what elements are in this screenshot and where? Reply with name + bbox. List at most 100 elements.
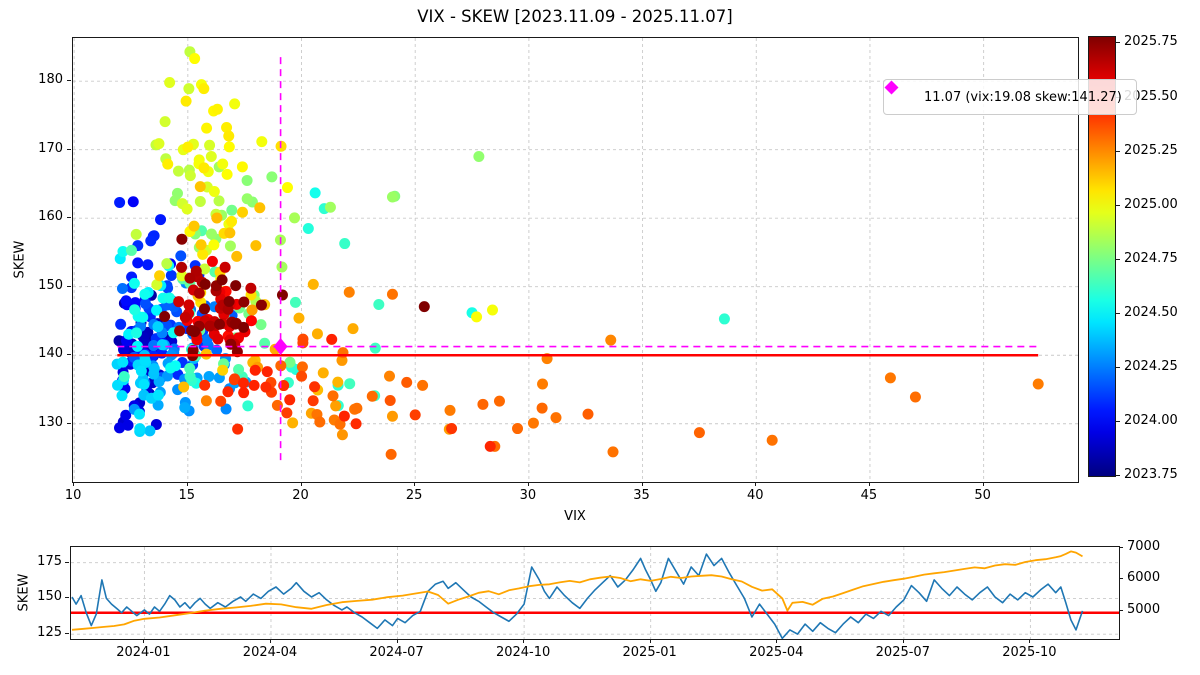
tick-mark — [67, 354, 71, 356]
scatter-point — [245, 282, 257, 294]
right-y-tick-label: 7000 — [1127, 538, 1161, 554]
tick-mark — [186, 482, 188, 486]
scatter-point — [184, 370, 196, 382]
x-tick-label: 45 — [860, 488, 878, 503]
tick-mark — [755, 482, 757, 486]
scatter-point — [386, 288, 398, 300]
top-x-axis-label: VIX — [564, 509, 586, 524]
x-tick-label: 35 — [633, 488, 650, 503]
tick-mark — [65, 597, 69, 599]
scatter-point — [226, 204, 238, 216]
colorbar-tick-label: 2024.00 — [1124, 412, 1178, 428]
scatter-point — [477, 398, 489, 410]
scatter-point — [199, 263, 211, 275]
scatter-point — [260, 381, 272, 393]
diamond-marker-icon — [884, 80, 899, 95]
scatter-point — [296, 370, 308, 382]
scatter-point — [336, 429, 348, 441]
tick-mark — [67, 80, 71, 82]
skew-line — [71, 553, 1084, 639]
tick-mark — [1119, 546, 1123, 548]
colorbar-tick-label: 2024.25 — [1124, 358, 1178, 374]
scatter-point — [114, 196, 126, 208]
tick-mark — [67, 148, 71, 150]
colorbar-tick-label: 2024.50 — [1124, 304, 1178, 320]
scatter-point — [208, 239, 220, 251]
tick-mark — [67, 217, 71, 219]
scatter-point — [198, 83, 210, 95]
scatter-point — [116, 390, 128, 402]
date-tick-label: 2025-04 — [749, 645, 804, 660]
scatter-point — [473, 151, 485, 163]
scatter-point — [229, 98, 241, 110]
scatter-point — [302, 222, 314, 234]
scatter-point — [446, 423, 458, 435]
date-tick-label: 2025-10 — [1002, 645, 1057, 660]
tick-mark — [269, 639, 271, 643]
scatter-point — [238, 321, 250, 333]
scatter-point — [351, 402, 363, 414]
scatter-point — [314, 416, 326, 428]
scatter-point — [238, 296, 250, 308]
tick-mark — [67, 285, 71, 287]
timeseries-plot-area: SKEW(141.3) SPX(6728.8) — [70, 546, 1120, 640]
scatter-point — [153, 376, 165, 388]
scatter-point — [607, 446, 619, 458]
tick-mark — [868, 482, 870, 486]
scatter-point — [203, 371, 215, 383]
scatter-point — [117, 356, 129, 368]
scatter-point — [385, 448, 397, 460]
scatter-point — [142, 259, 154, 271]
colorbar-tick-label: 2025.50 — [1124, 88, 1178, 104]
scatter-point — [255, 319, 267, 331]
tick-mark — [1029, 639, 1031, 643]
scatter-point — [174, 325, 186, 337]
y-tick-label: 140 — [38, 346, 63, 362]
scatter-point — [766, 434, 778, 446]
scatter-point — [249, 364, 261, 376]
scatter-point — [164, 292, 176, 304]
scatter-point — [139, 298, 151, 310]
scatter-point — [135, 365, 147, 377]
scatter-point — [281, 407, 293, 419]
scatter-point — [536, 402, 548, 414]
colorbar-tick-label: 2025.75 — [1124, 34, 1178, 50]
scatter-point — [144, 425, 156, 437]
scatter-point — [148, 363, 160, 375]
scatter-point — [237, 377, 249, 389]
scatter-point — [236, 161, 248, 173]
chart-title: VIX - SKEW [2023.11.09 - 2025.11.07] — [417, 7, 733, 26]
scatter-point — [172, 165, 184, 177]
scatter-point — [213, 195, 225, 207]
scatter-point — [211, 103, 223, 115]
scatter-point — [212, 333, 224, 345]
tick-mark — [1116, 366, 1120, 368]
scatter-point — [132, 257, 144, 269]
scatter-point — [512, 423, 524, 435]
scatter-point — [162, 158, 174, 170]
x-tick-label: 25 — [405, 488, 423, 503]
date-tick-label: 2025-01 — [622, 645, 677, 660]
y-tick-label: 180 — [38, 72, 63, 88]
scatter-point — [175, 250, 187, 262]
tick-mark — [65, 633, 69, 635]
scatter-point — [317, 367, 329, 379]
scatter-point — [401, 376, 413, 388]
scatter-point — [214, 318, 226, 330]
scatter-point — [527, 417, 539, 429]
tick-mark — [414, 482, 416, 486]
left-y-tick-label: 175 — [37, 553, 62, 569]
tick-mark — [1119, 609, 1123, 611]
scatter-point — [366, 390, 378, 402]
scatter-point — [205, 228, 217, 240]
scatter-point — [199, 303, 211, 315]
scatter-point — [200, 395, 212, 407]
scatter-point — [884, 372, 896, 384]
scatter-point — [189, 326, 201, 338]
date-tick-label: 2024-04 — [242, 645, 298, 660]
scatter-point — [324, 201, 336, 213]
scatter-point — [326, 333, 338, 345]
spx-line — [71, 550, 1083, 631]
tick-mark — [300, 482, 302, 486]
scatter-point — [114, 422, 126, 434]
